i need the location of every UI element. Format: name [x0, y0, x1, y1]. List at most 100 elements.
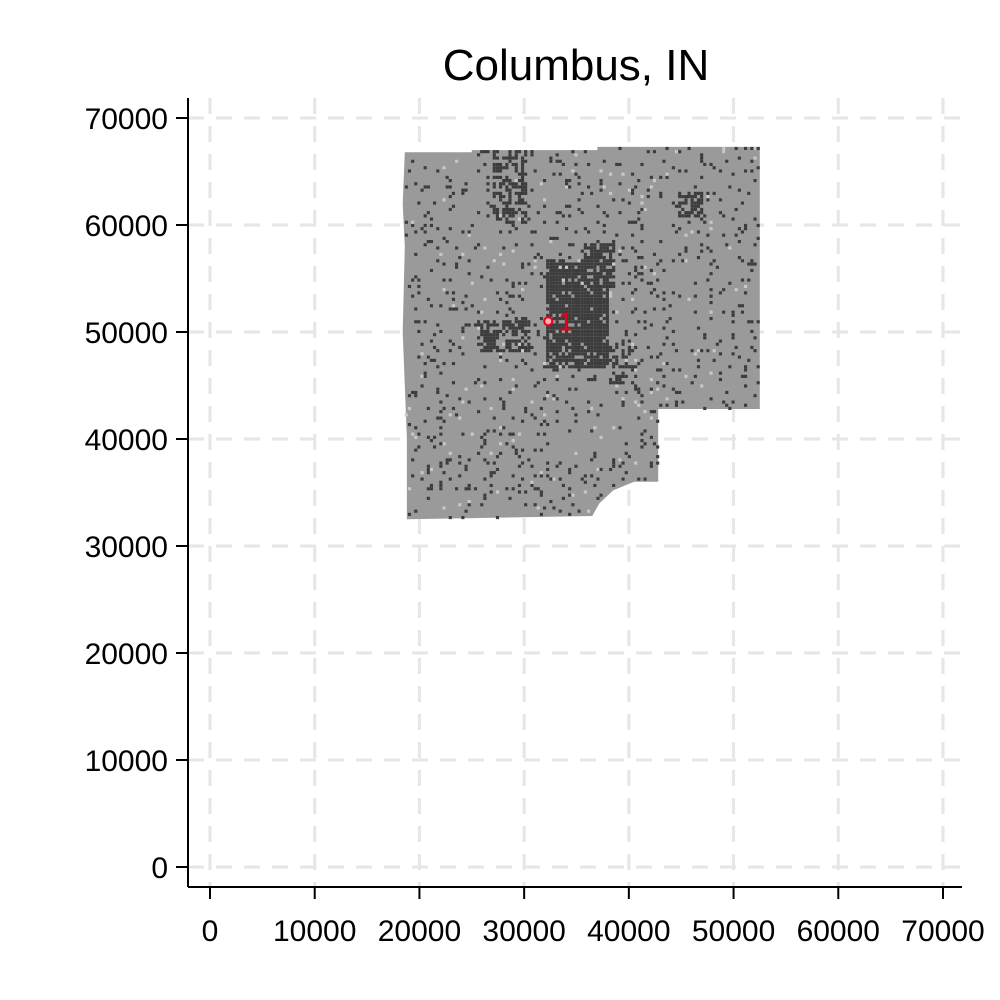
- dark-cell: [690, 201, 694, 205]
- dark-cell: [583, 227, 587, 231]
- dark-cell: [571, 272, 575, 276]
- dark-cell: [495, 333, 500, 337]
- dark-cell: [555, 310, 559, 314]
- dark-cell: [414, 394, 418, 398]
- dark-cell: [555, 378, 559, 382]
- dark-cell: [404, 220, 408, 224]
- dark-cell: [568, 365, 572, 369]
- dark-cell: [605, 323, 609, 327]
- dark-cell: [577, 342, 581, 346]
- dark-cell: [571, 284, 575, 289]
- dark-cell: [495, 162, 500, 167]
- dark-cell: [612, 461, 616, 465]
- dark-cell: [480, 435, 484, 439]
- dark-cell: [602, 349, 606, 353]
- dark-cell: [539, 493, 543, 497]
- dark-cell: [543, 419, 547, 423]
- light-cell: [502, 342, 506, 346]
- x-tick-label: 70000: [901, 915, 984, 948]
- dark-cell: [605, 284, 609, 289]
- dark-cell: [731, 352, 735, 356]
- dark-cell: [590, 304, 594, 308]
- dark-cell: [508, 320, 512, 324]
- dark-cell: [495, 207, 500, 212]
- dark-cell: [555, 288, 559, 292]
- dark-cell: [571, 150, 575, 154]
- dark-cell: [555, 349, 559, 353]
- dark-cell: [492, 166, 496, 170]
- dark-cell: [458, 474, 462, 478]
- dark-cell: [634, 288, 638, 292]
- dark-cell: [417, 320, 421, 324]
- dark-cell: [524, 214, 528, 218]
- dark-cell: [517, 455, 522, 459]
- dark-cell: [530, 272, 534, 276]
- dark-cell: [700, 217, 704, 221]
- dark-cell: [464, 467, 468, 472]
- dark-cell: [593, 278, 597, 282]
- dark-cell: [514, 166, 518, 170]
- dark-cell: [621, 461, 625, 465]
- dark-cell: [596, 320, 600, 324]
- dark-cell: [429, 304, 434, 308]
- dark-cell: [448, 195, 452, 199]
- dark-cell: [599, 352, 603, 356]
- dark-cell: [442, 471, 446, 475]
- dark-cell: [511, 207, 515, 212]
- dark-cell: [492, 416, 496, 420]
- dark-cell: [609, 358, 613, 362]
- dark-cell: [593, 297, 597, 301]
- dark-cell: [577, 207, 581, 212]
- dark-cell: [605, 313, 609, 317]
- dark-cell: [546, 265, 550, 269]
- dark-cell: [696, 214, 701, 218]
- dark-cell: [521, 317, 525, 321]
- dark-cell: [609, 345, 613, 350]
- point-marker: [543, 316, 554, 327]
- dark-cell: [521, 265, 525, 269]
- dark-cell: [539, 448, 543, 452]
- dark-cell: [495, 150, 500, 154]
- dark-cell: [565, 362, 569, 366]
- dark-cell: [558, 358, 562, 362]
- dark-cell: [618, 464, 622, 468]
- light-cell: [609, 291, 613, 295]
- dark-cell: [558, 509, 562, 513]
- dark-cell: [489, 342, 493, 346]
- dark-cell: [590, 362, 594, 366]
- light-cell: [612, 262, 616, 266]
- dark-cell: [521, 329, 525, 334]
- dark-cell: [546, 423, 550, 427]
- dark-cell: [583, 291, 587, 295]
- dark-cell: [700, 207, 704, 212]
- dark-cell: [621, 400, 625, 404]
- dark-cell: [744, 146, 748, 151]
- light-cell: [609, 191, 613, 195]
- dark-cell: [549, 313, 553, 317]
- dark-cell: [596, 288, 600, 292]
- dark-cell: [558, 291, 562, 295]
- dark-cell: [555, 275, 559, 279]
- dark-cell: [678, 150, 682, 154]
- dark-cell: [492, 153, 496, 157]
- dark-cell: [747, 262, 751, 266]
- light-cell: [407, 406, 412, 411]
- dark-cell: [700, 198, 704, 202]
- dark-cell: [596, 362, 600, 366]
- dark-cell: [486, 349, 490, 353]
- dark-cell: [549, 278, 553, 282]
- dark-cell: [756, 381, 760, 385]
- dark-cell: [599, 467, 603, 472]
- dark-cell: [502, 195, 506, 199]
- dark-cell: [492, 182, 496, 186]
- dark-cell: [750, 159, 754, 163]
- light-cell: [709, 371, 713, 375]
- dark-cell: [546, 288, 550, 292]
- dark-cell: [499, 451, 503, 455]
- dark-cell: [593, 310, 597, 314]
- dark-cell: [499, 162, 503, 167]
- dark-cell: [505, 487, 509, 491]
- dark-cell: [602, 336, 606, 340]
- dark-cell: [612, 381, 616, 385]
